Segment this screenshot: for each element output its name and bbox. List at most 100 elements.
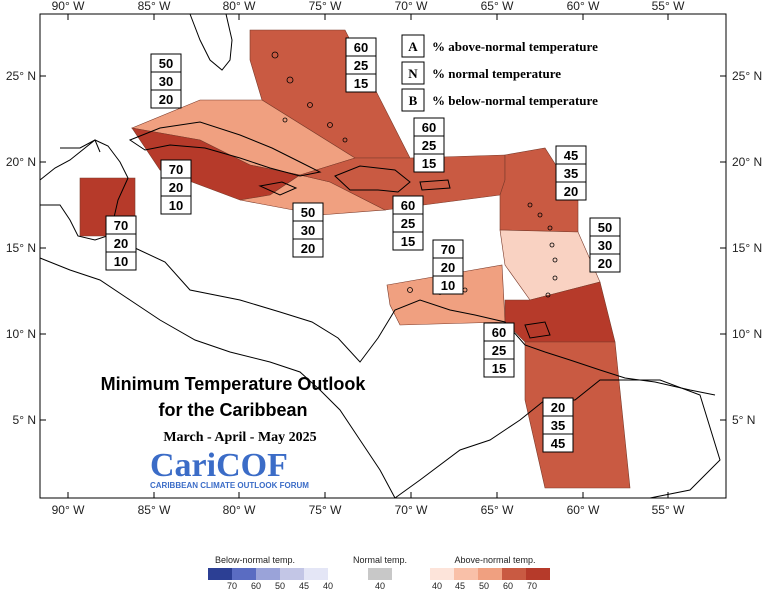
logo-subtitle: CARIBBEAN CLIMATE OUTLOOK FORUM (150, 481, 309, 490)
puerto-rico-outline (419, 179, 451, 191)
map-title-line1: Minimum Temperature Outlook (101, 374, 367, 394)
lon-label: 55° W (652, 0, 685, 13)
central-america-coast (40, 204, 546, 363)
lat-label: 25° N (6, 69, 36, 83)
below-value: 20 (159, 92, 173, 107)
above-value: 70 (114, 218, 128, 233)
swatch-below-40 (304, 568, 328, 580)
coastlines (39, 13, 721, 499)
logo-name: CariCOF (150, 447, 288, 484)
swatch-above-45 (454, 568, 478, 580)
lon-label: 75° W (309, 0, 342, 13)
south-america-inland (394, 379, 721, 499)
above-value: 70 (169, 162, 183, 177)
florida-outline (189, 13, 233, 71)
gulf-coast (60, 139, 101, 153)
normal-value: 25 (422, 138, 436, 153)
colorbar-above-title: Above-normal temp. (454, 555, 535, 565)
lon-label: 60° W (567, 503, 600, 517)
prob-box-bahamas: 60 25 15 (345, 37, 377, 93)
lat-label: 5° N (732, 413, 755, 427)
normal-value: 25 (492, 343, 506, 358)
normal-value: 20 (169, 180, 183, 195)
lon-label: 75° W (309, 503, 342, 517)
swatch-above-60 (502, 568, 526, 580)
cbar-tick: 60 (503, 581, 513, 590)
key-text: % above-normal temperature (432, 39, 598, 54)
lat-label: 15° N (6, 241, 36, 255)
lon-label: 70° W (395, 503, 428, 517)
lon-label: 90° W (52, 503, 85, 517)
lat-label: 15° N (732, 241, 762, 255)
lon-label: 65° W (481, 0, 514, 13)
above-value: 60 (492, 325, 506, 340)
pacific-coast (39, 257, 396, 499)
colorbar-above-swatches (430, 568, 550, 580)
below-value: 10 (114, 254, 128, 269)
colorbar-legend: Below-normal temp. 70 60 50 45 40 Normal… (208, 555, 550, 590)
below-value: 15 (492, 361, 506, 376)
above-value: 50 (159, 56, 173, 71)
title-block: Minimum Temperature Outlook for the Cari… (101, 374, 367, 445)
lon-label: 80° W (223, 503, 256, 517)
cbar-tick: 40 (375, 581, 385, 590)
prob-box-trinidad: 60 25 15 (483, 322, 515, 378)
lon-label: 85° W (138, 503, 171, 517)
lat-label: 25° N (732, 69, 762, 83)
normal-value: 30 (598, 238, 612, 253)
hispaniola-outline (334, 165, 411, 193)
prob-box-leeward: 45 35 20 (555, 145, 587, 201)
colorbar-below-swatches (208, 568, 328, 580)
cbar-tick: 40 (432, 581, 442, 590)
colorbar-below-title: Below-normal temp. (215, 555, 295, 565)
prob-box-hispaniola-pr: 60 25 15 (413, 117, 445, 173)
above-value: 60 (422, 120, 436, 135)
swatch-below-70 (208, 568, 232, 580)
lat-labels-right: 25° N 20° N 15° N 10° N 5° N (732, 69, 762, 427)
abn-key: A % above-normal temperature N % normal … (401, 34, 598, 112)
caricof-logo: CariCOF CARIBBEAN CLIMATE OUTLOOK FORUM (150, 447, 309, 490)
tick-marks (40, 14, 726, 498)
swatch-below-45 (280, 568, 304, 580)
lon-label: 70° W (395, 0, 428, 13)
key-letter: N (408, 66, 418, 81)
normal-value: 25 (401, 216, 415, 231)
cbar-tick: 60 (251, 581, 261, 590)
below-value: 20 (564, 184, 578, 199)
prob-box-jamaica: 50 30 20 (292, 202, 324, 258)
lon-label: 65° W (481, 503, 514, 517)
below-value: 10 (441, 278, 455, 293)
guiana-coast (544, 351, 716, 396)
swatch-normal-40 (368, 568, 392, 580)
cbar-tick: 70 (527, 581, 537, 590)
lon-labels-top: 90° W 85° W 80° W 75° W 70° W 65° W 60° … (52, 0, 685, 13)
lat-labels-left: 25° N 20° N 15° N 10° N 5° N (6, 69, 36, 427)
above-value: 50 (598, 220, 612, 235)
swatch-above-70 (526, 568, 550, 580)
prob-box-belize: 70 20 10 (105, 215, 137, 271)
normal-value: 20 (441, 260, 455, 275)
jamaica-outline (258, 181, 298, 196)
below-value: 20 (301, 241, 315, 256)
below-value: 20 (598, 256, 612, 271)
cbar-tick: 50 (479, 581, 489, 590)
normal-value: 25 (354, 58, 368, 73)
above-value: 60 (354, 40, 368, 55)
key-letter: A (408, 39, 418, 54)
below-value: 15 (401, 234, 415, 249)
above-value: 60 (401, 198, 415, 213)
yucatan-coast (39, 139, 129, 236)
lon-label: 90° W (52, 0, 85, 13)
normal-value: 35 (551, 418, 565, 433)
key-text: % normal temperature (432, 66, 561, 81)
below-value: 15 (354, 76, 368, 91)
region-abc-islands (386, 264, 506, 326)
prob-box-guianas: 20 35 45 (542, 397, 574, 453)
swatch-above-50 (478, 568, 502, 580)
key-letter: B (409, 93, 418, 108)
cuba-outline (128, 121, 322, 177)
below-value: 15 (422, 156, 436, 171)
map-title-line2: for the Caribbean (158, 400, 307, 420)
normal-value: 20 (114, 236, 128, 251)
